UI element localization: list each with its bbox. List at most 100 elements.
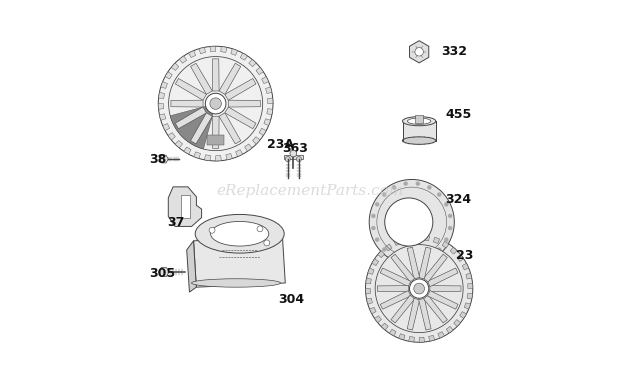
Polygon shape <box>158 104 164 109</box>
Polygon shape <box>252 137 260 144</box>
Circle shape <box>427 185 432 189</box>
Polygon shape <box>159 92 164 98</box>
Polygon shape <box>430 286 461 292</box>
Circle shape <box>169 57 263 151</box>
Circle shape <box>404 181 408 186</box>
Circle shape <box>285 157 290 162</box>
Polygon shape <box>428 268 458 287</box>
Circle shape <box>371 226 376 230</box>
Polygon shape <box>210 46 216 52</box>
Polygon shape <box>433 237 440 243</box>
Polygon shape <box>464 303 471 309</box>
Text: 304: 304 <box>278 293 304 306</box>
Polygon shape <box>190 113 212 144</box>
Circle shape <box>409 279 429 298</box>
Circle shape <box>437 247 441 252</box>
Polygon shape <box>245 144 252 151</box>
Circle shape <box>366 235 473 342</box>
Polygon shape <box>162 124 170 131</box>
Polygon shape <box>193 152 200 158</box>
Polygon shape <box>366 278 371 284</box>
Ellipse shape <box>402 117 436 126</box>
Ellipse shape <box>402 137 436 144</box>
Polygon shape <box>226 154 232 160</box>
Polygon shape <box>190 63 212 94</box>
Polygon shape <box>236 149 242 157</box>
Polygon shape <box>165 72 172 79</box>
Polygon shape <box>419 337 425 342</box>
Polygon shape <box>228 100 260 107</box>
Polygon shape <box>267 109 273 115</box>
Polygon shape <box>378 250 384 258</box>
Polygon shape <box>268 98 273 104</box>
Polygon shape <box>212 116 219 148</box>
Polygon shape <box>424 235 430 241</box>
Circle shape <box>385 198 433 246</box>
Circle shape <box>264 240 270 246</box>
Polygon shape <box>159 268 169 276</box>
Circle shape <box>205 93 226 114</box>
Polygon shape <box>159 155 168 163</box>
Polygon shape <box>225 107 256 129</box>
Circle shape <box>371 214 376 218</box>
Polygon shape <box>221 47 227 53</box>
Polygon shape <box>438 332 445 338</box>
Polygon shape <box>418 247 431 279</box>
Ellipse shape <box>211 222 269 246</box>
Polygon shape <box>249 59 256 67</box>
Polygon shape <box>423 295 448 323</box>
Polygon shape <box>368 268 374 275</box>
Text: 23A: 23A <box>267 138 294 151</box>
Circle shape <box>392 185 396 189</box>
Polygon shape <box>180 195 190 218</box>
Circle shape <box>415 48 423 56</box>
Polygon shape <box>466 273 472 279</box>
Circle shape <box>444 238 449 242</box>
Circle shape <box>448 214 453 218</box>
Bar <box>415 115 423 124</box>
Circle shape <box>369 179 454 265</box>
Text: 455: 455 <box>445 108 471 121</box>
Ellipse shape <box>407 118 431 124</box>
Polygon shape <box>391 295 415 323</box>
Polygon shape <box>428 335 435 341</box>
Text: 305: 305 <box>149 267 175 280</box>
Polygon shape <box>391 254 415 282</box>
Ellipse shape <box>192 279 280 287</box>
Polygon shape <box>184 147 191 154</box>
Bar <box>207 135 224 145</box>
Polygon shape <box>442 241 449 248</box>
Polygon shape <box>450 247 457 254</box>
Text: 324: 324 <box>445 193 471 206</box>
Polygon shape <box>380 290 411 309</box>
Polygon shape <box>171 63 179 71</box>
Polygon shape <box>179 56 187 63</box>
Circle shape <box>404 258 408 263</box>
Polygon shape <box>407 298 420 330</box>
Polygon shape <box>404 236 410 242</box>
Polygon shape <box>462 263 469 270</box>
Polygon shape <box>168 132 175 140</box>
Polygon shape <box>188 51 196 58</box>
Circle shape <box>414 283 425 294</box>
Polygon shape <box>265 87 272 93</box>
Polygon shape <box>175 107 206 129</box>
Circle shape <box>415 258 420 263</box>
Polygon shape <box>193 238 285 287</box>
Polygon shape <box>370 307 376 314</box>
Polygon shape <box>460 312 466 319</box>
Polygon shape <box>231 49 237 56</box>
Circle shape <box>296 157 301 162</box>
Ellipse shape <box>195 215 284 253</box>
Polygon shape <box>175 78 206 100</box>
Text: eReplacementParts.com: eReplacementParts.com <box>216 184 404 198</box>
Bar <box>284 155 303 159</box>
Text: 363: 363 <box>282 141 308 155</box>
Polygon shape <box>187 241 197 292</box>
Polygon shape <box>262 77 268 84</box>
Text: 37: 37 <box>167 215 185 229</box>
Polygon shape <box>259 128 266 135</box>
Circle shape <box>210 98 221 110</box>
Polygon shape <box>171 100 203 107</box>
Polygon shape <box>428 290 458 309</box>
